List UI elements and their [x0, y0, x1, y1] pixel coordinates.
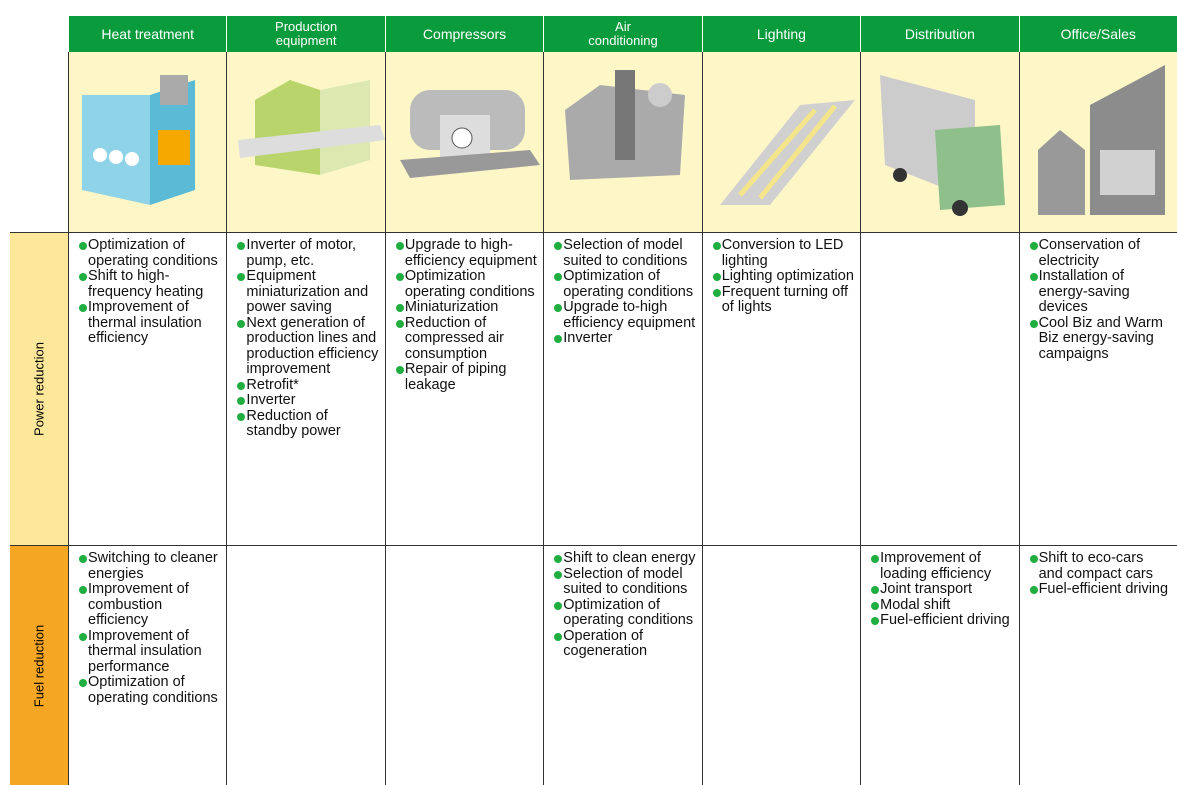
- bullet-item: Improvement of loading efficiency: [871, 550, 1012, 582]
- row-label: Fuel reduction: [31, 624, 47, 707]
- bullet-item: Improvement of thermal insulation effici…: [79, 299, 220, 347]
- bullet-item: Reduction of compressed air consumption: [395, 315, 537, 363]
- bullet-item: Inverter: [237, 392, 378, 409]
- bullet-item: Upgrade to high-efficiency equipment: [395, 237, 537, 269]
- bullet-item: Modal shift: [871, 597, 1012, 614]
- bullet-item: Cool Biz and Warm Biz energy-saving camp…: [1029, 315, 1171, 363]
- table-cell: Optimization of operating conditions Shif…: [68, 232, 227, 545]
- bullet-item: Frequent turning off of lights: [712, 284, 854, 316]
- bullet-item: Optimization of operating conditions: [554, 268, 695, 300]
- bullet-item: Retrofit*: [237, 377, 378, 394]
- bullet-item: Installation of energy-saving devices: [1029, 268, 1171, 316]
- bullet-item: Fuel-efficient driving: [1029, 581, 1171, 598]
- bullet-item: Switching to cleaner energies: [79, 550, 220, 582]
- bullet-item: Improvement of thermal insulation perfor…: [79, 628, 220, 676]
- table-cell: Selection of model suited to conditions O…: [543, 232, 702, 545]
- table-cell: [860, 232, 1019, 545]
- bullet-item: Repair of piping leakage: [395, 361, 537, 393]
- table-cell: Switching to cleaner energies Improvement…: [68, 545, 227, 785]
- table-cell: [701, 545, 861, 785]
- image-cell: [701, 52, 861, 232]
- bullet-item: Fuel-efficient driving: [871, 612, 1012, 629]
- table-cell: Improvement of loading efficiency Joint t…: [860, 545, 1019, 785]
- column-header: Heat treatment: [68, 16, 227, 52]
- bullet-item: Conversion to LED lighting: [712, 237, 854, 269]
- column-header: Production equipment: [226, 16, 385, 52]
- column-header: Lighting: [701, 16, 861, 52]
- bullet-item: Improvement of combustion efficiency: [79, 581, 220, 629]
- bullet-item: Selection of model suited to conditions: [554, 566, 695, 598]
- row-header: Power reduction: [10, 232, 68, 545]
- image-cell: [226, 52, 385, 232]
- bullet-item: Inverter of motor, pump, etc.: [237, 237, 378, 269]
- table-cell: [226, 545, 385, 785]
- bullet-item: Equipment miniaturization and power savi…: [237, 268, 378, 316]
- column-header: Distribution: [860, 16, 1019, 52]
- column-header: Compressors: [384, 16, 544, 52]
- bullet-item: Optimization operating conditions: [395, 268, 537, 300]
- image-cell: [68, 52, 227, 232]
- column-header: Office/Sales: [1018, 16, 1177, 52]
- row-label: Power reduction: [31, 342, 47, 436]
- table-cell: Shift to clean energy Selection of model …: [543, 545, 702, 785]
- image-cell: [860, 52, 1019, 232]
- table-cell: Inverter of motor, pump, etc. Equipment m…: [226, 232, 385, 545]
- table-cell: Conversion to LED lighting Lighting optim…: [701, 232, 861, 545]
- table-cell: Upgrade to high-efficiency equipment Opti…: [384, 232, 544, 545]
- column-header: Air conditioning: [543, 16, 702, 52]
- image-cell: [384, 52, 544, 232]
- bullet-item: Optimization of operating conditions: [79, 237, 220, 269]
- image-cell: [1018, 52, 1177, 232]
- bullet-item: Optimization of operating conditions: [554, 597, 695, 629]
- bullet-item: Next generation of production lines and …: [237, 315, 378, 378]
- bullet-item: Selection of model suited to conditions: [554, 237, 695, 269]
- table-cell: Conservation of electricity Installation …: [1018, 232, 1177, 545]
- bullet-item: Operation of cogeneration: [554, 628, 695, 660]
- table-cell: [384, 545, 544, 785]
- bullet-item: Upgrade to-high efficiency equipment: [554, 299, 695, 331]
- row-header: Fuel reduction: [10, 545, 68, 785]
- bullet-item: Shift to eco-cars and compact cars: [1029, 550, 1171, 582]
- bullet-item: Miniaturization: [395, 299, 537, 316]
- bullet-item: Shift to clean energy: [554, 550, 695, 567]
- bullet-item: Joint transport: [871, 581, 1012, 598]
- bullet-item: Lighting optimization: [712, 268, 854, 285]
- bullet-item: Inverter: [554, 330, 695, 347]
- bullet-item: Conservation of electricity: [1029, 237, 1171, 269]
- table-cell: Shift to eco-cars and compact cars Fuel-e…: [1018, 545, 1177, 785]
- bullet-item: Optimization of operating conditions: [79, 674, 220, 706]
- bullet-item: Shift to high-frequency heating: [79, 268, 220, 300]
- bullet-item: Reduction of standby power: [237, 408, 378, 440]
- image-cell: [543, 52, 702, 232]
